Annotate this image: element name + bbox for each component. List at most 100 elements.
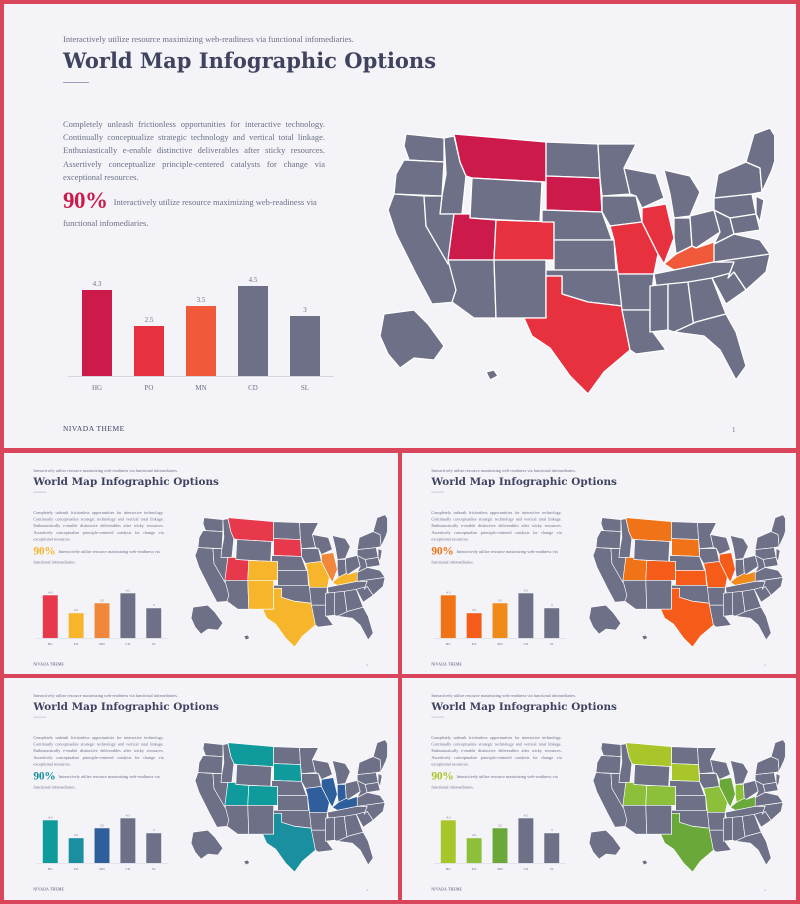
- percent-block: 90% Interactively utilize resource maxim…: [431, 768, 565, 791]
- state-oh: [344, 780, 361, 800]
- page-number: 1: [366, 662, 368, 667]
- slide-title: World Map Infographic Options: [431, 699, 617, 713]
- state-nj: [755, 195, 765, 223]
- state-wy: [633, 539, 670, 562]
- state-ak: [379, 309, 445, 369]
- category-label: PO: [74, 642, 79, 646]
- body-paragraph: Completely unleash frictionless opportun…: [33, 735, 164, 767]
- bar-value-label: 2.5: [145, 316, 154, 324]
- bar-value-label: 3.5: [498, 823, 503, 827]
- category-label: HG: [48, 642, 54, 646]
- state-nm: [493, 259, 547, 319]
- category-label: PO: [145, 384, 154, 392]
- percent-caption: Interactively utilize resource maximizin…: [431, 549, 558, 565]
- bar-value-label: 4.3: [48, 590, 53, 594]
- state-hi: [641, 859, 649, 866]
- category-label: MN: [497, 642, 503, 646]
- state-nc: [356, 802, 386, 821]
- bar-sl: [544, 833, 560, 864]
- state-nj: [377, 773, 383, 787]
- state-fl: [735, 606, 772, 641]
- state-nj: [775, 773, 781, 787]
- state-hi: [485, 369, 499, 381]
- state-oh: [344, 555, 361, 575]
- bar-hg: [440, 595, 456, 639]
- slide-content: Interactively utilize resource maximizin…: [4, 4, 796, 448]
- state-tx: [262, 587, 316, 648]
- state-or: [197, 530, 224, 549]
- state-nd: [671, 521, 699, 540]
- bar-sl: [290, 316, 320, 376]
- bar-value-label: 4.5: [126, 813, 131, 817]
- state-ut: [224, 782, 250, 806]
- percent-value: 90%: [431, 769, 454, 782]
- bar-value-label: 4.5: [524, 588, 529, 592]
- slide-content: Interactively utilize resource maximizin…: [4, 453, 398, 674]
- state-or: [393, 159, 445, 197]
- category-label: SL: [152, 867, 156, 871]
- bar-mn: [94, 828, 110, 864]
- category-label: MN: [99, 867, 105, 871]
- state-ny: [356, 531, 382, 550]
- state-ne_new: [770, 514, 786, 547]
- state-oh: [689, 209, 721, 249]
- bar-value-label: 4.5: [249, 276, 258, 284]
- state-nm: [645, 805, 672, 835]
- bar-chart: 4.3 HG 2.5 PO 3.5 MN 4.5 CD 3 SL: [35, 813, 169, 871]
- category-label: PO: [472, 867, 477, 871]
- footer-brand: NIVADA THEME: [431, 661, 463, 667]
- state-tx: [660, 587, 714, 648]
- state-nc: [713, 253, 771, 291]
- state-az: [224, 580, 250, 610]
- state-nd: [273, 746, 301, 765]
- bar-value-label: 2.5: [74, 833, 79, 837]
- state-sd: [273, 538, 302, 557]
- bar-hg: [42, 820, 58, 864]
- category-label: SL: [301, 384, 309, 392]
- page-number: 1: [764, 662, 766, 667]
- bar-value-label: 3: [551, 603, 553, 607]
- slide-subtitle: Interactively utilize resource maximizin…: [431, 692, 577, 698]
- slide-subtitle: Interactively utilize resource maximizin…: [33, 692, 179, 698]
- state-wa: [202, 742, 224, 757]
- state-wa: [600, 742, 622, 757]
- slide-variant-orange: Interactively utilize resource maximizin…: [402, 453, 796, 674]
- percent-block: 90% Interactively utilize resource maxim…: [63, 184, 333, 230]
- state-nc: [356, 577, 386, 596]
- state-az: [622, 805, 648, 835]
- state-nj: [775, 548, 781, 562]
- category-label: SL: [550, 642, 554, 646]
- state-wy: [235, 539, 272, 562]
- state-md: [762, 782, 779, 793]
- state-mt: [625, 742, 672, 767]
- category-label: CD: [248, 384, 258, 392]
- state-ne_new: [372, 514, 388, 547]
- category-label: PO: [472, 642, 477, 646]
- bar-mn: [492, 828, 508, 864]
- state-az: [447, 259, 497, 319]
- state-ia: [699, 548, 720, 564]
- state-ak: [588, 604, 622, 635]
- bar-po: [466, 838, 482, 864]
- state-or: [595, 755, 622, 774]
- state-ks: [277, 795, 309, 811]
- state-ks: [675, 795, 707, 811]
- usa-map: [588, 739, 786, 873]
- slide-content: Interactively utilize resource maximizin…: [402, 453, 796, 674]
- state-co: [645, 560, 676, 581]
- percent-value: 90%: [63, 188, 108, 213]
- state-ia: [601, 195, 643, 227]
- page-number: 1: [366, 887, 368, 892]
- category-label: SL: [550, 867, 554, 871]
- state-nm: [247, 805, 274, 835]
- category-label: MN: [195, 384, 206, 392]
- state-ut: [622, 557, 648, 581]
- state-sd: [273, 763, 302, 782]
- bar-value-label: 4.3: [48, 815, 53, 819]
- slide-content: Interactively utilize resource maximizin…: [4, 678, 398, 899]
- state-nd: [545, 141, 601, 179]
- footer-brand: NIVADA THEME: [431, 886, 463, 892]
- bar-value-label: 2.5: [472, 608, 477, 612]
- state-wy: [235, 764, 272, 787]
- state-mi: [332, 760, 351, 785]
